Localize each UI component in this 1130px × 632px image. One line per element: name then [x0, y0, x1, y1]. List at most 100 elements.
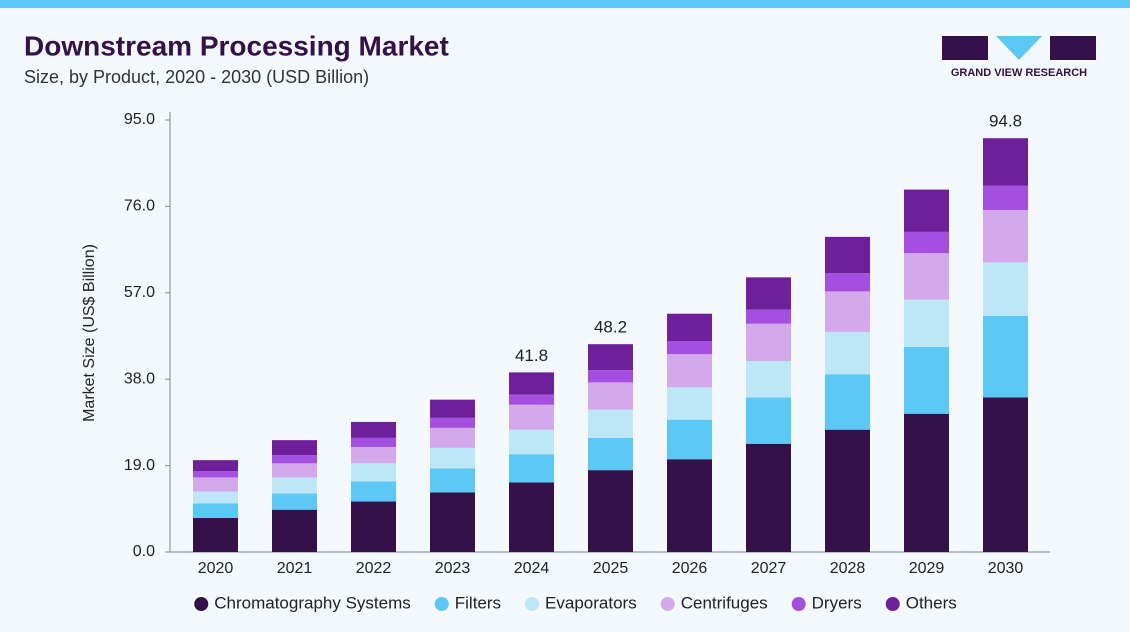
- bar-segment: [904, 413, 949, 552]
- legend-marker: [525, 597, 540, 611]
- bar-segment: [272, 455, 317, 464]
- x-tick-label: 2026: [672, 560, 708, 577]
- bar-segment: [825, 291, 870, 332]
- bar-segment: [430, 447, 475, 469]
- chart-title: Downstream Processing Market: [24, 30, 449, 61]
- bar-segment: [193, 517, 238, 552]
- bar-segment: [746, 361, 791, 398]
- legend-label: Others: [906, 593, 957, 612]
- logo-block: [942, 36, 988, 60]
- bar-segment: [193, 477, 238, 492]
- legend-label: Dryers: [812, 593, 862, 612]
- bar-segment: [588, 382, 633, 410]
- y-tick-label: 19.0: [124, 457, 155, 474]
- bar-segment: [904, 231, 949, 254]
- legend-marker: [791, 597, 806, 611]
- bar-segment: [825, 273, 870, 292]
- bar-segment: [667, 341, 712, 355]
- x-tick-label: 2021: [277, 560, 313, 577]
- bar-segment: [588, 370, 633, 383]
- bar-segment: [272, 463, 317, 478]
- bar-segment: [509, 454, 554, 483]
- bar-segment: [430, 468, 475, 493]
- x-tick-label: 2029: [909, 560, 945, 577]
- bar-segment: [667, 387, 712, 420]
- bar-segment: [272, 477, 317, 494]
- x-tick-label: 2023: [435, 560, 471, 577]
- bar-segment: [746, 277, 791, 310]
- bar-segment: [509, 482, 554, 552]
- logo-triangle: [996, 36, 1042, 60]
- x-tick-label: 2027: [751, 560, 787, 577]
- bar-segment: [746, 309, 791, 324]
- bar-segment: [430, 399, 475, 418]
- legend-label: Filters: [455, 593, 501, 612]
- logo-block: [1050, 36, 1096, 60]
- bar-segment: [351, 481, 396, 502]
- bar-segment: [193, 491, 238, 504]
- brand: GRAND VIEW RESEARCH: [951, 67, 1087, 79]
- bar-segment: [588, 437, 633, 471]
- x-tick-label: 2028: [830, 560, 866, 577]
- bar-segment: [588, 409, 633, 438]
- bar-segment: [193, 471, 238, 478]
- legend-marker: [434, 597, 449, 611]
- bar-segment: [825, 236, 870, 274]
- bar-segment: [904, 253, 949, 300]
- bar-segment: [351, 463, 396, 482]
- legend-label: Chromatography Systems: [214, 593, 411, 612]
- bar-segment: [509, 372, 554, 395]
- bar-segment: [351, 421, 396, 438]
- bar-segment: [667, 459, 712, 552]
- bar-segment: [904, 189, 949, 232]
- y-axis-label: Market Size (US$ Billion): [81, 244, 98, 422]
- bar-segment: [904, 299, 949, 347]
- bar-segment: [667, 354, 712, 388]
- x-tick-label: 2020: [198, 560, 234, 577]
- logo: GRAND VIEW RESEARCH: [942, 36, 1096, 79]
- x-tick-label: 2030: [988, 560, 1024, 577]
- legend-marker: [194, 597, 209, 611]
- bar-segment: [193, 460, 238, 472]
- bar-segment: [825, 374, 870, 430]
- bar-segment: [983, 138, 1028, 186]
- y-tick-label: 38.0: [124, 370, 155, 387]
- bar-segment: [351, 437, 396, 447]
- total-label: 41.8: [515, 346, 548, 365]
- bar-segment: [904, 346, 949, 414]
- bar-segment: [667, 313, 712, 342]
- bar-segment: [983, 397, 1028, 552]
- y-tick-label: 76.0: [124, 198, 155, 215]
- bar-segment: [509, 404, 554, 430]
- bar-segment: [983, 262, 1028, 316]
- bar-segment: [430, 417, 475, 428]
- legend-marker: [885, 597, 900, 611]
- bar-segment: [272, 509, 317, 552]
- bar-segment: [825, 429, 870, 552]
- bar-segment: [746, 397, 791, 444]
- bar-segment: [746, 323, 791, 362]
- bar-segment: [430, 492, 475, 552]
- x-tick-label: 2022: [356, 560, 392, 577]
- bar-segment: [983, 210, 1028, 263]
- y-tick-label: 57.0: [124, 284, 155, 301]
- chart-subtitle: Size, by Product, 2020 - 2030 (USD Billi…: [24, 67, 369, 87]
- total-label: 48.2: [594, 318, 627, 337]
- legend-label: Centrifuges: [681, 593, 768, 612]
- x-tick-label: 2024: [514, 560, 550, 577]
- y-tick-label: 0.0: [133, 543, 155, 560]
- top-border: [0, 0, 1130, 8]
- bar-segment: [430, 427, 475, 448]
- bar-segment: [351, 501, 396, 552]
- bar-segment: [509, 429, 554, 455]
- bar-segment: [351, 446, 396, 464]
- bar-segment: [746, 443, 791, 552]
- bar-segment: [667, 419, 712, 460]
- legend-label: Evaporators: [545, 593, 637, 612]
- bar-segment: [588, 470, 633, 552]
- y-tick-label: 95.0: [124, 111, 155, 128]
- bar-segment: [983, 315, 1028, 398]
- bar-segment: [272, 440, 317, 456]
